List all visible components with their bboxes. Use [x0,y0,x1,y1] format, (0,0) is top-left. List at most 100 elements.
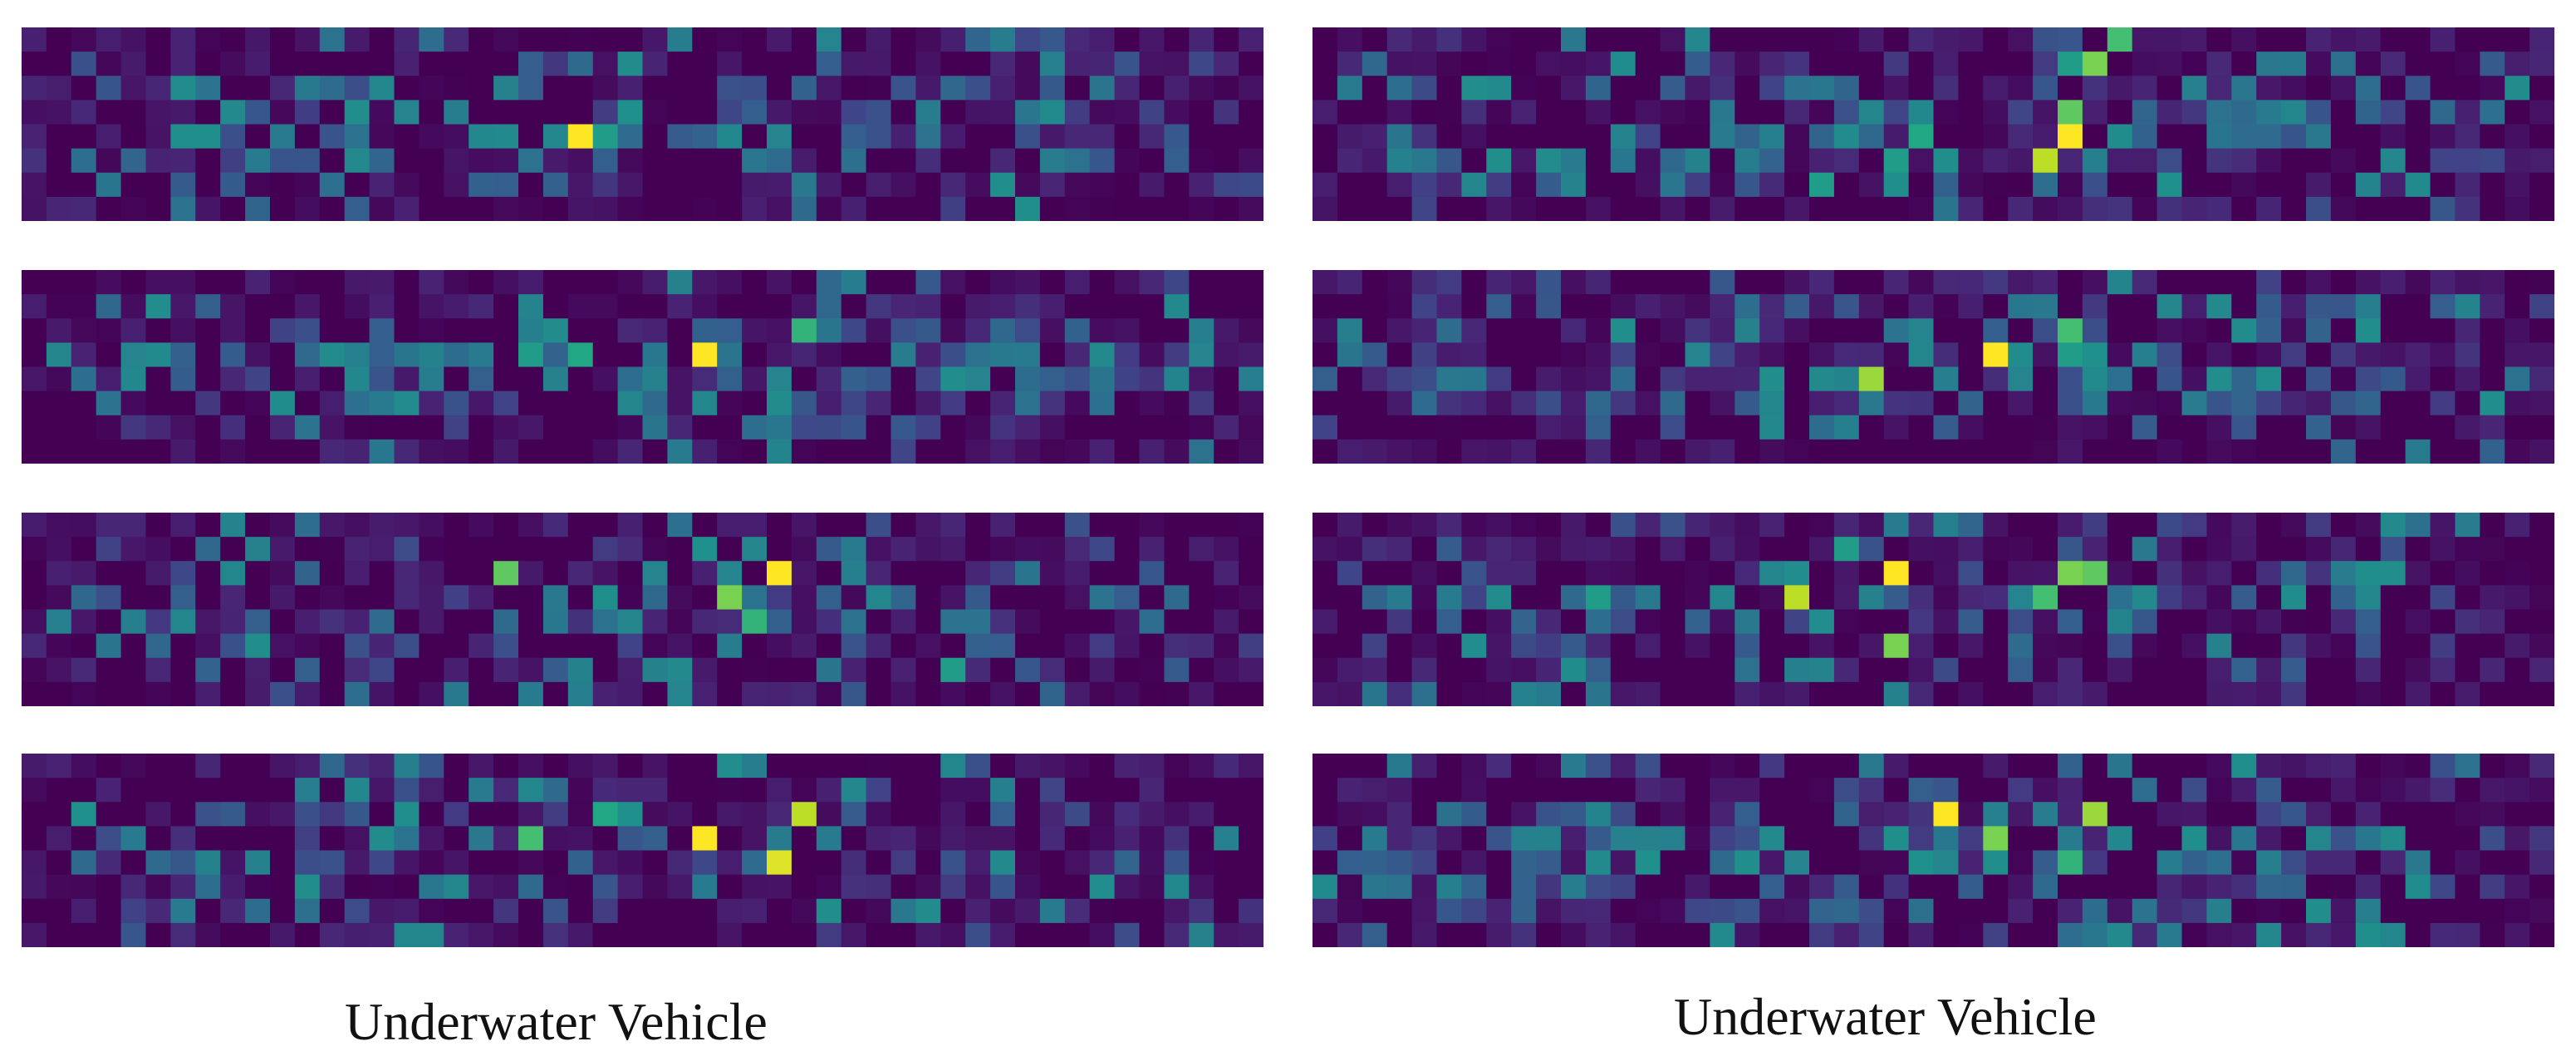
heatmap-cell [1214,850,1239,876]
heatmap-cell [2330,802,2357,827]
heatmap-cell [2505,27,2530,52]
heatmap-cell [2181,415,2207,440]
heatmap-cell [1685,922,1710,947]
heatmap-cell [1362,681,1388,706]
heatmap-cell [2281,76,2307,101]
heatmap-cell [1337,874,1363,900]
heatmap-cell [2256,294,2282,319]
heatmap-cell [2082,754,2108,779]
heatmap-cell [1411,318,1438,343]
heatmap-cell [245,561,271,586]
heatmap-cell [1536,922,1562,947]
heatmap-cell [1139,874,1165,900]
heatmap-cell [2082,537,2108,562]
heatmap-cell [1958,52,1984,76]
heatmap-cell [2505,657,2530,683]
heatmap-cell [1809,850,1835,876]
heatmap-cell [1635,898,1661,924]
heatmap-cell [394,318,420,343]
heatmap-cell [2480,537,2505,562]
heatmap-cell [2033,850,2058,876]
heatmap-cell [2132,366,2158,392]
heatmap-cell [1064,294,1091,319]
heatmap-cell [46,148,72,174]
heatmap-cell [617,657,644,683]
heatmap-cell [791,391,817,416]
heatmap-cell [2529,27,2554,52]
heatmap-cell [344,76,370,101]
heatmap-cell [1214,657,1239,683]
heatmap-cell [220,802,246,827]
heatmap-cell [1883,778,1910,803]
heatmap-cell [791,585,817,611]
heatmap-cell [2231,270,2257,295]
heatmap-cell [1610,124,1636,150]
heatmap-cell [145,802,171,827]
heatmap-cell [294,826,321,852]
heatmap-cell [940,609,966,635]
heatmap-cell [1089,898,1116,924]
heatmap-cell [2181,778,2207,803]
heatmap-cell [2156,657,2183,683]
heatmap-cell [642,585,668,611]
heatmap-cell [1313,148,1338,174]
heatmap-cell [1858,633,1885,659]
heatmap-cell [2480,366,2505,392]
heatmap-cell [1685,366,1710,392]
heatmap-cell [791,196,817,221]
heatmap-cell [22,148,47,174]
heatmap-cell [270,100,296,125]
heatmap-cell [767,633,792,659]
heatmap-cell [592,27,619,52]
heatmap-cell [915,391,941,416]
heatmap-cell [170,366,196,392]
heatmap-cell [394,439,420,464]
heatmap-cell [1561,657,1587,683]
heatmap-cell [2306,633,2332,659]
heatmap-cell [493,76,519,101]
heatmap-cell [195,778,221,803]
heatmap-cell [816,778,842,803]
heatmap-cell [816,874,842,900]
heatmap-cell [2480,124,2505,150]
heatmap-cell [2132,196,2158,221]
heatmap-cell [195,172,221,198]
heatmap-cell [692,826,718,852]
heatmap-cell [2132,681,2158,706]
heatmap-cell [2281,898,2307,924]
heatmap-cell [2008,294,2034,319]
heatmap-cell [841,633,867,659]
heatmap-cell [642,561,668,586]
heatmap-cell [444,898,469,924]
heatmap-cell [2355,415,2382,440]
heatmap-cell [915,100,941,125]
heatmap-cell [294,52,321,76]
heatmap-cell [940,415,966,440]
heatmap-cell [1635,561,1661,586]
heatmap-cell [642,391,668,416]
heatmap-cell [1337,681,1363,706]
heatmap-cell [667,681,693,706]
heatmap-cell [2380,100,2407,125]
heatmap-cell [1908,391,1935,416]
heatmap-cell [2256,318,2282,343]
heatmap-cell [1585,898,1612,924]
heatmap-cell [1313,366,1338,392]
heatmap-cell [145,172,171,198]
heatmap-cell [1536,415,1562,440]
heatmap-cell [667,391,693,416]
heatmap-cell [369,802,395,827]
heatmap-cell [294,585,321,611]
heatmap-cell [940,76,966,101]
heatmap-cell [2529,609,2554,635]
heatmap-cell [667,148,693,174]
heatmap-cell [2008,778,2034,803]
heatmap-cell [841,585,867,611]
heatmap-cell [841,802,867,827]
heatmap-cell [195,342,221,368]
heatmap-cell [2529,148,2554,174]
heatmap-cell [1486,874,1512,900]
heatmap-cell [1908,318,1935,343]
heatmap-cell [767,172,792,198]
heatmap-cell [2330,415,2357,440]
